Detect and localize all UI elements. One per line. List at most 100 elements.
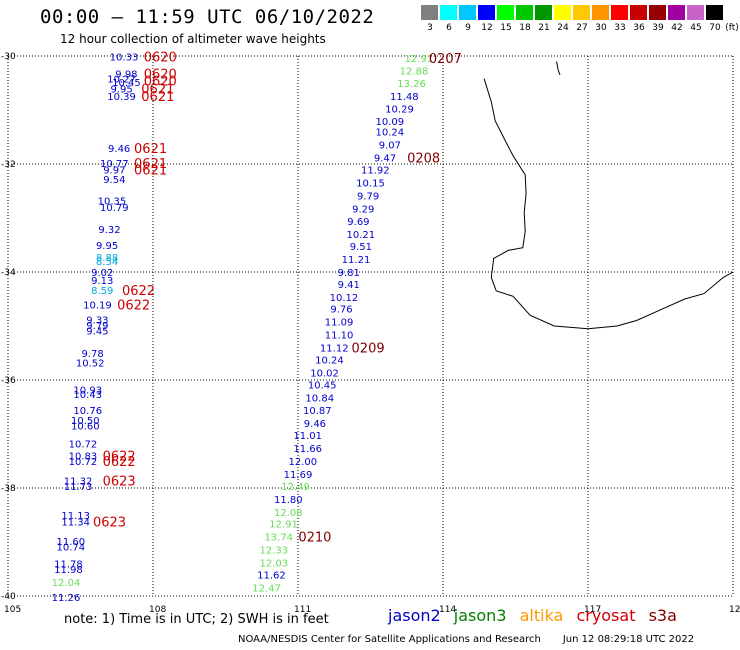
scale-swatch — [554, 5, 572, 20]
wave-height-label: 11.32 — [64, 476, 93, 487]
scale-label: 24 — [557, 23, 569, 33]
wave-height-label: 11.09 — [325, 318, 354, 329]
wave-height-label: 11.13 — [61, 511, 90, 522]
scale-label: 36 — [633, 23, 645, 33]
wave-height-label: 10.83 — [69, 452, 98, 463]
legend-jason3: jason3 — [453, 606, 507, 625]
scale-label: 9 — [465, 23, 471, 33]
wave-height-label: 10.39 — [107, 92, 136, 103]
wave-height-label: 11.34 — [61, 517, 90, 528]
time-label: 0210 — [298, 531, 331, 546]
wave-height-label: 10.52 — [76, 359, 105, 370]
lat-tick-label: -30 — [1, 52, 16, 62]
wave-height-label: 11.48 — [390, 92, 419, 103]
wave-height-label: 9.41 — [338, 280, 360, 291]
scale-swatch — [706, 5, 724, 20]
scale-label: 33 — [614, 23, 626, 33]
lon-tick-label: 114 — [439, 605, 456, 615]
legend-s3a: s3a — [648, 606, 677, 625]
lat-tick-label: -32 — [1, 160, 16, 170]
lat-tick-label: -36 — [1, 376, 16, 386]
wave-height-label: 9.78 — [81, 349, 103, 360]
wave-height-label: 10.35 — [98, 197, 127, 208]
satellite-legend: jason2 jason3 altika cryosat s3a — [388, 606, 685, 625]
wave-height-label: 13.74 — [264, 533, 293, 544]
wave-height-label: 9.13 — [91, 276, 113, 287]
wave-height-label: 10.24 — [376, 128, 405, 139]
wave-height-label: 10.45 — [112, 78, 141, 89]
map-subtitle: 12 hour collection of altimeter wave hei… — [60, 32, 326, 46]
wave-height-label: 9.47 — [374, 154, 396, 165]
scale-swatch — [649, 5, 667, 20]
wave-height-label: 9.29 — [352, 204, 374, 215]
scale-label: 70 — [709, 23, 721, 33]
wave-height-label: 10.74 — [57, 542, 86, 553]
lon-tick-label: 111 — [294, 605, 311, 615]
wave-height-label: 12.04 — [52, 578, 81, 589]
wave-height-label: 8.88 — [96, 253, 118, 264]
time-label: 0621 — [134, 163, 167, 178]
wave-height-label: 11.92 — [361, 165, 390, 176]
time-label: 0621 — [134, 157, 167, 172]
generated-timestamp: Jun 12 08:29:18 UTC 2022 — [562, 634, 695, 645]
wave-height-label: 10.21 — [347, 230, 376, 241]
credit-line: NOAA/NESDIS Center for Satellite Applica… — [238, 634, 694, 645]
wave-height-label: 10.29 — [385, 104, 414, 115]
wave-height-label: 9.45 — [86, 326, 108, 337]
scale-swatch — [630, 5, 648, 20]
wave-height-label: 9.02 — [91, 268, 113, 279]
wave-height-label: 9.46 — [108, 144, 130, 155]
lon-tick-label: 120 — [729, 605, 740, 615]
time-label: 0620 — [144, 74, 177, 89]
axis-labels: 105 108 111 114 117 120 -30 -32 -34 -36 -38 -40 — [1, 52, 740, 615]
wave-height-label: 11.26 — [52, 593, 81, 604]
legend-cryosat: cryosat — [576, 606, 636, 625]
lat-tick-label: -34 — [1, 268, 16, 278]
time-label: 0208 — [407, 152, 440, 167]
credit-text: NOAA/NESDIS Center for Satellite Applica… — [238, 634, 541, 645]
scale-label: 30 — [595, 23, 607, 33]
scale-swatch — [592, 5, 610, 20]
time-label: 0622 — [117, 298, 150, 313]
wave-height-label: 10.84 — [305, 393, 334, 404]
time-label: 0207 — [429, 52, 462, 67]
wave-height-label: 9.32 — [98, 225, 120, 236]
wave-height-label: 12.88 — [400, 67, 429, 78]
wave-height-label: 9.95 — [110, 84, 132, 95]
time-label: 0623 — [93, 515, 126, 530]
wave-height-label: 13.26 — [397, 79, 426, 90]
wave-height-label: 9.81 — [338, 268, 360, 279]
lon-tick-label: 117 — [584, 605, 601, 615]
coast-line — [483, 78, 734, 330]
time-label: 0621 — [134, 142, 167, 157]
scale-swatch — [687, 5, 705, 20]
scale-swatch — [497, 5, 515, 20]
wave-height-label: 10.93 — [73, 386, 102, 397]
wave-height-label: 10.72 — [69, 457, 98, 468]
time-label: 0620 — [144, 51, 177, 66]
wave-height-labels: 10.339.9810.2710.459.9510.399.4610.779.9… — [52, 53, 433, 605]
wave-height-label: 11.12 — [320, 344, 349, 355]
legend-jason2: jason2 — [388, 606, 441, 625]
scale-label: 45 — [690, 23, 702, 33]
time-label: 0622 — [122, 284, 155, 299]
time-label: 0621 — [141, 82, 174, 97]
lon-tick-label: 108 — [149, 605, 166, 615]
wave-height-label: 10.76 — [73, 406, 102, 417]
lat-tick-label: -40 — [1, 592, 16, 602]
wave-height-label: 10.50 — [71, 416, 100, 427]
scale-label: 18 — [519, 23, 531, 33]
scale-label: 12 — [481, 23, 493, 33]
wave-height-label: 11.78 — [54, 560, 83, 571]
wave-height-label: 9.33 — [86, 316, 108, 327]
legend-altika: altika — [519, 606, 564, 625]
island-outline — [556, 61, 561, 76]
scale-swatch — [516, 5, 534, 20]
scale-swatch — [459, 5, 477, 20]
scale-swatch — [611, 5, 629, 20]
wave-height-label: 10.79 — [100, 203, 129, 214]
time-label: 0620 — [144, 67, 177, 82]
scale-label: 3 — [427, 23, 433, 33]
wave-height-label: 11.69 — [284, 470, 313, 481]
scale-swatch — [668, 5, 686, 20]
